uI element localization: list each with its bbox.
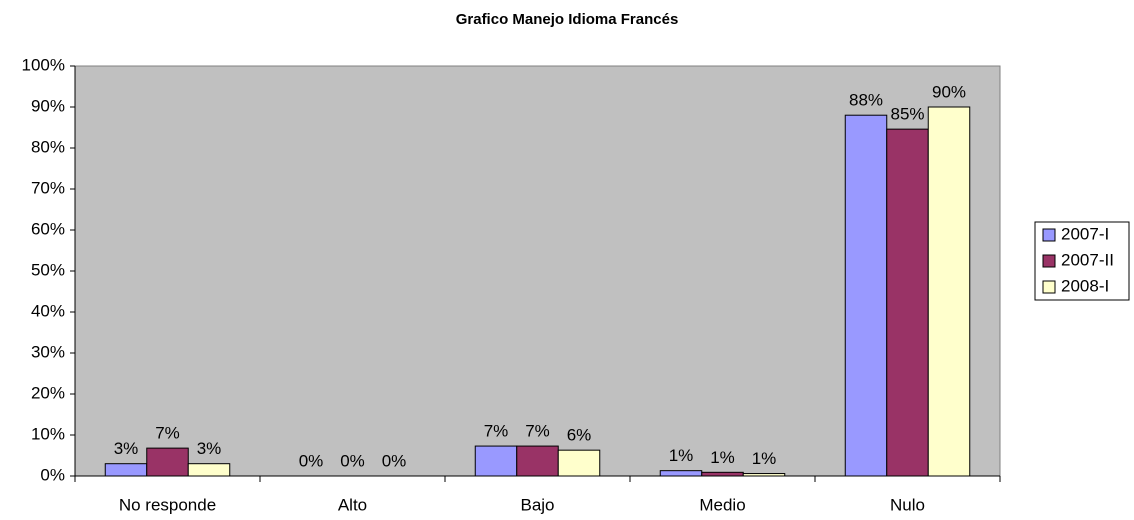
value-label: 0% bbox=[299, 451, 324, 470]
value-label: 1% bbox=[752, 449, 777, 468]
y-tick-label: 90% bbox=[31, 96, 65, 115]
y-tick-label: 80% bbox=[31, 137, 65, 156]
x-tick-label: Medio bbox=[699, 495, 745, 514]
value-label: 7% bbox=[484, 422, 509, 441]
bar bbox=[104, 463, 148, 477]
value-label: 3% bbox=[197, 439, 222, 458]
bar bbox=[701, 471, 744, 477]
value-label: 1% bbox=[710, 448, 735, 467]
bar bbox=[474, 445, 518, 477]
value-label: 85% bbox=[890, 105, 924, 124]
x-tick-label: Alto bbox=[338, 495, 367, 514]
x-tick-label: Bajo bbox=[520, 495, 554, 514]
bar bbox=[557, 449, 601, 477]
legend-label: 2007-I bbox=[1061, 224, 1109, 243]
bar bbox=[187, 463, 231, 477]
bar bbox=[659, 470, 703, 477]
legend-label: 2008-I bbox=[1061, 276, 1109, 295]
bar bbox=[886, 128, 929, 477]
value-label: 90% bbox=[932, 82, 966, 101]
value-label: 0% bbox=[382, 451, 407, 470]
value-label: 7% bbox=[155, 424, 180, 443]
value-label: 6% bbox=[567, 426, 592, 445]
y-tick-label: 60% bbox=[31, 219, 65, 238]
value-label: 1% bbox=[669, 446, 694, 465]
x-tick-label: No responde bbox=[119, 495, 216, 514]
y-tick-label: 10% bbox=[31, 424, 65, 443]
y-tick-label: 70% bbox=[31, 178, 65, 197]
chart-title: Grafico Manejo Idioma Francés bbox=[456, 11, 679, 28]
value-label: 7% bbox=[525, 422, 550, 441]
value-label: 88% bbox=[849, 91, 883, 110]
y-tick-label: 40% bbox=[31, 301, 65, 320]
y-tick-label: 100% bbox=[22, 55, 65, 74]
x-tick-label: Nulo bbox=[890, 495, 925, 514]
bar bbox=[927, 106, 971, 477]
y-tick-label: 0% bbox=[40, 465, 65, 484]
y-tick-label: 50% bbox=[31, 260, 65, 279]
y-tick-label: 30% bbox=[31, 342, 65, 361]
legend-swatch bbox=[1042, 280, 1056, 294]
y-tick-label: 20% bbox=[31, 383, 65, 402]
value-label: 3% bbox=[114, 439, 139, 458]
legend-swatch bbox=[1042, 254, 1056, 268]
bar bbox=[844, 114, 888, 477]
bar bbox=[516, 445, 559, 477]
bar bbox=[742, 473, 786, 477]
bar bbox=[146, 447, 189, 477]
legend-label: 2007-II bbox=[1061, 250, 1114, 269]
value-label: 0% bbox=[340, 451, 365, 470]
legend-swatch bbox=[1042, 228, 1056, 242]
